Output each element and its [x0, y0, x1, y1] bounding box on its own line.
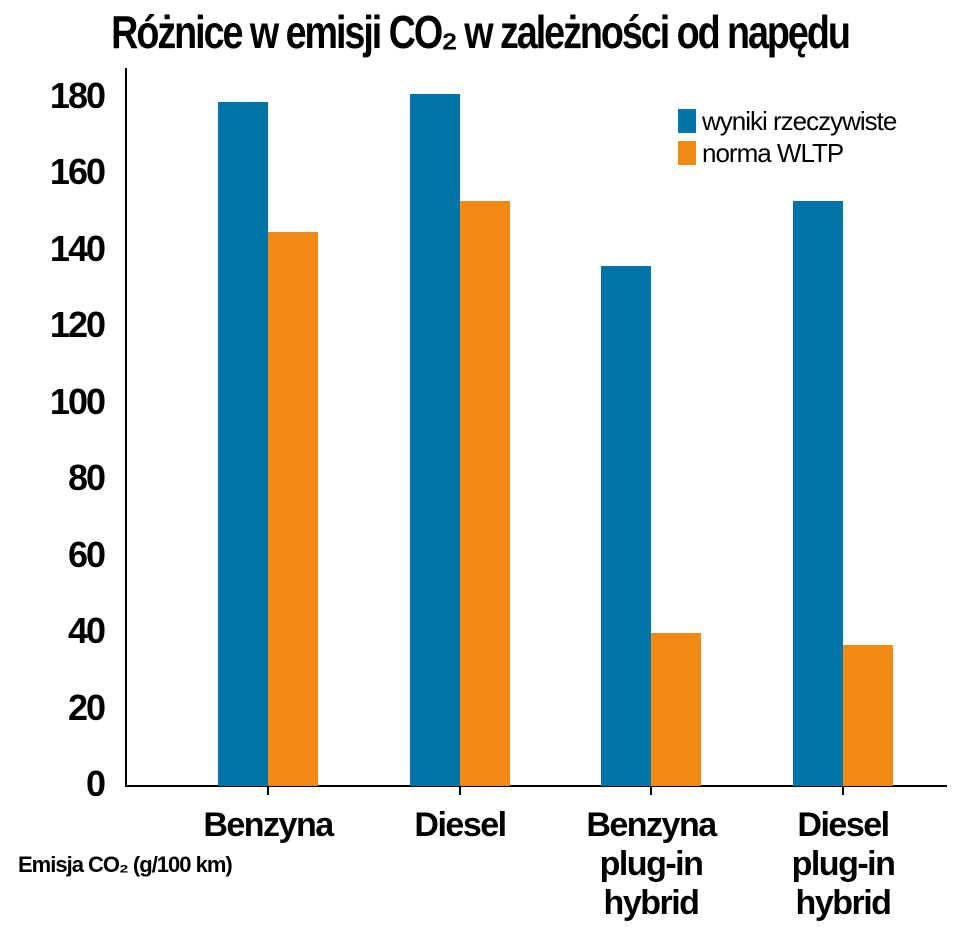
- x-tick: [650, 787, 652, 795]
- x-category-label: Benzyna: [203, 806, 334, 844]
- bar-wltp: [651, 633, 701, 786]
- y-tick-label: 0: [85, 763, 106, 804]
- y-axis-line: [125, 68, 127, 786]
- x-tick: [459, 787, 461, 795]
- x-tick: [842, 787, 844, 795]
- chart-title: Różnice w emisji CO₂ w zależności od nap…: [111, 6, 851, 58]
- y-tick-label: 60: [67, 533, 106, 575]
- y-tick-label: 160: [49, 151, 106, 193]
- bar-real: [793, 201, 843, 786]
- legend-label: wyniki rzeczywiste: [702, 105, 897, 136]
- y-axis-unit-label: Emisja CO₂ (g/100 km): [18, 852, 233, 877]
- y-tick-label: 100: [49, 380, 106, 422]
- x-category-label: Diesel plug-in hybrid: [791, 806, 896, 922]
- bar-wltp: [843, 644, 893, 786]
- legend-item-real: wyniki rzeczywiste: [678, 105, 897, 137]
- y-tick-label: 180: [49, 75, 106, 116]
- legend-label: norma WLTP: [702, 137, 844, 168]
- legend-swatch-orange: [678, 141, 696, 165]
- legend-item-wltp: norma WLTP: [678, 137, 896, 169]
- x-axis-line: [125, 785, 947, 787]
- bar-real: [601, 266, 651, 786]
- y-tick-label: 140: [49, 227, 106, 269]
- bar-real: [410, 94, 460, 786]
- y-tick-label: 80: [67, 457, 106, 499]
- bar-wltp: [268, 231, 318, 786]
- y-tick-label: 20: [67, 686, 106, 728]
- legend: wyniki rzeczywiste norma WLTP: [678, 105, 897, 169]
- x-category-label: Diesel: [414, 806, 507, 844]
- bar-wltp: [460, 201, 510, 786]
- legend-swatch-blue: [678, 109, 696, 133]
- x-tick: [267, 787, 269, 795]
- x-category-label: Benzyna plug-in hybrid: [586, 806, 717, 922]
- y-tick-label: 120: [49, 304, 106, 346]
- bar-real: [218, 101, 268, 786]
- y-tick-label: 40: [67, 610, 106, 652]
